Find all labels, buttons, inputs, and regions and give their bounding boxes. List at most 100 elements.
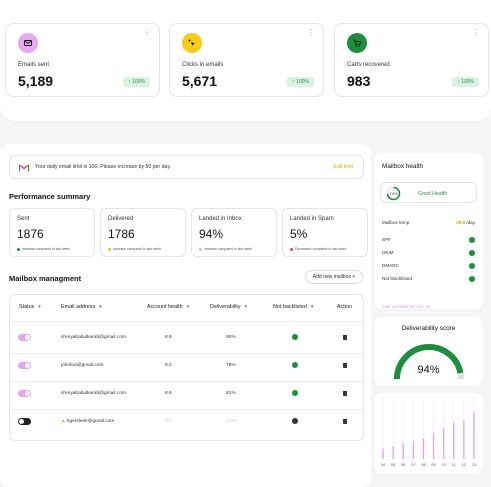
email-limit-notice: Your daily email limit is 100. Please in…	[9, 155, 364, 179]
trash-icon[interactable]	[343, 391, 347, 396]
table-row: shreyababulkarab@gmail.com 8.9 92%	[10, 325, 363, 353]
check-icon	[469, 276, 475, 282]
header-divider	[10, 321, 363, 322]
status-dot-icon	[17, 247, 20, 251]
row-divider	[10, 409, 363, 410]
check-icon	[292, 334, 298, 340]
row-divider	[10, 381, 363, 382]
more-options-icon[interactable]: ⋮	[307, 28, 315, 37]
column-header-status[interactable]: Status ▼	[19, 304, 42, 310]
column-header-blacklist[interactable]: Not backlisted ▼	[273, 304, 315, 310]
stat-value: 5,671	[182, 73, 218, 89]
edit-limit-link[interactable]: Edit limit	[333, 164, 353, 170]
stat-card-clicks: ⋮ Clicks in emails 5,671 ↑ 100%	[169, 23, 324, 97]
stat-badge: ↑ 100%	[123, 77, 150, 87]
stat-value: 5,189	[18, 73, 54, 89]
table-row: shreyababulkarab@gmail.com 8.6 81%	[10, 381, 363, 409]
last-updated-link[interactable]: Last updated on Jun 15	[382, 304, 431, 309]
stat-value: 983	[347, 73, 371, 89]
chart-tick-label: 12	[462, 463, 466, 467]
stats-band: ⋮ Emails sent 5,189 ↑ 100% ⋮ Clicks in e…	[0, 0, 491, 121]
chart-bar	[422, 438, 425, 459]
check-icon	[469, 250, 475, 256]
chart-tick-label: 05	[391, 463, 395, 467]
health-cell: 0.0	[165, 419, 172, 424]
stat-label: Clicks in emails	[182, 62, 224, 68]
perf-card-sent: Sent 1876 Increase compared to last week	[9, 208, 95, 257]
mailbox-health-title: Mailbox health	[382, 163, 424, 170]
limit-text: Your daily email limit is 100. Please in…	[35, 164, 172, 170]
deliverability-score-card: Deliverability score 94%	[374, 317, 483, 385]
trash-icon[interactable]	[343, 363, 347, 368]
column-header-health[interactable]: Account health ▼	[147, 304, 191, 310]
perf-note: Increase compared to last week	[17, 247, 70, 251]
email-cell: shreyababulkarab@gmail.com	[61, 335, 126, 340]
perf-card-spam: Landed in Spam 5% Decreased compared to …	[282, 208, 368, 257]
perf-note: Decreased compared to last week	[290, 247, 346, 251]
stat-card-emails-sent: ⋮ Emails sent 5,189 ↑ 100%	[5, 23, 160, 97]
sort-caret-icon: ▼	[243, 304, 249, 309]
check-icon	[292, 418, 298, 424]
check-icon	[292, 362, 298, 368]
perf-card-delivered: Delivered 1786 Increase compared to last…	[100, 208, 186, 257]
row-divider	[10, 353, 363, 354]
email-cell: ▲ tigersleek@gmail.com	[61, 419, 115, 424]
status-toggle[interactable]	[18, 334, 31, 341]
stat-badge: ↑ 100%	[452, 77, 479, 87]
column-header-email[interactable]: Email address ▼	[61, 304, 103, 310]
health-status: Good Health	[418, 191, 448, 197]
status-toggle[interactable]	[18, 362, 31, 369]
perf-label: Landed in Inbox	[199, 216, 242, 222]
chart-bar	[442, 428, 445, 459]
check-icon	[469, 263, 475, 269]
sort-caret-icon: ▼	[98, 304, 103, 309]
more-options-icon[interactable]: ⋮	[472, 28, 480, 37]
column-header-deliverability[interactable]: Deliverability ▼	[210, 304, 249, 310]
status-toggle[interactable]	[18, 390, 31, 397]
check-row-dmarc: DMARC	[382, 263, 475, 273]
more-options-icon[interactable]: ⋮	[143, 28, 151, 37]
chart-bar	[473, 412, 475, 459]
table-row: johnfoe@gmail.com 8.2 78%	[10, 353, 363, 381]
health-cell: 8.6	[165, 391, 172, 396]
sort-caret-icon: ▼	[37, 304, 42, 309]
mail-icon	[18, 33, 38, 53]
chart-tick-label: 09	[431, 463, 435, 467]
perf-label: Sent	[17, 216, 30, 222]
chart-bar	[432, 433, 435, 459]
check-icon	[292, 390, 298, 396]
table-row: ▲ tigersleek@gmail.com 0.0 0.0%	[10, 409, 363, 437]
sort-caret-icon: ▼	[309, 304, 315, 309]
deliverability-cell: 78%	[226, 363, 236, 368]
mailbox-temp-row: Mailbox temp. 29.8 /day	[382, 220, 475, 225]
perf-note: Increase compared to last week	[199, 247, 252, 251]
deliverability-gauge	[394, 344, 464, 380]
health-score-box: 74% Good Health	[380, 182, 477, 203]
mailbox-table: Status ▼ Email address ▼ Account health ▼ D…	[9, 294, 364, 441]
add-mailbox-button[interactable]: Add new mailbox +	[305, 270, 363, 284]
email-cell: johnfoe@gmail.com	[61, 363, 104, 368]
chart-tick-label: 07	[411, 463, 415, 467]
gmail-icon	[19, 164, 29, 172]
perf-label: Delivered	[108, 216, 134, 222]
mailbox-management-title: Mailbox managment	[9, 274, 82, 283]
perf-note: Increase compared to last week	[108, 247, 161, 251]
status-dot-icon	[290, 247, 293, 251]
status-toggle[interactable]	[18, 418, 31, 425]
health-cell: 8.2	[165, 363, 172, 368]
deliverability-cell: 81%	[226, 391, 236, 396]
plus-icon: +	[352, 274, 356, 280]
deliverability-cell: 92%	[226, 335, 236, 340]
main-panel: Your daily email limit is 100. Please in…	[0, 144, 371, 487]
check-icon	[469, 237, 475, 243]
trash-icon[interactable]	[343, 335, 347, 340]
chart-tick-label: 10	[442, 463, 446, 467]
chart-bar	[392, 446, 394, 459]
chart-tick-label: 06	[401, 463, 405, 467]
check-row-spf: SPF	[382, 237, 475, 247]
deliverability-title: Deliverability score	[401, 325, 456, 332]
health-score-pct: 74%	[389, 191, 398, 196]
perf-card-inbox: Landed in Inbox 94% Increase compared to…	[191, 208, 277, 257]
stat-card-carts: ⋮ Carts recovered 983 ↑ 100%	[334, 23, 489, 97]
trash-icon[interactable]	[343, 419, 347, 424]
